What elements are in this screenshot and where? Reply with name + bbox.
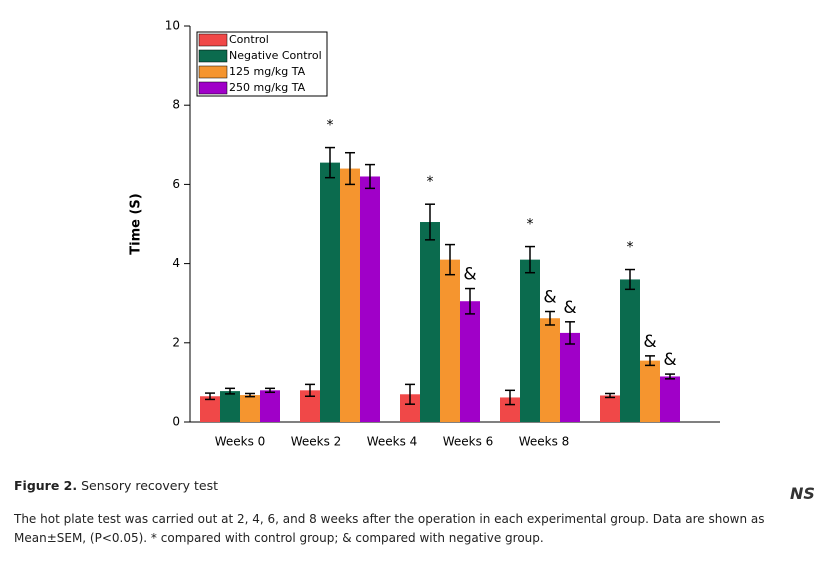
- annotation: *: [327, 118, 334, 134]
- bar: [660, 376, 680, 422]
- bar: [600, 395, 620, 422]
- bar: [560, 332, 580, 422]
- bar: [400, 394, 420, 422]
- bar: [520, 259, 540, 422]
- annotation: &: [643, 332, 656, 352]
- error-bar: [425, 203, 435, 241]
- bar: [220, 391, 240, 422]
- error-bar: [565, 321, 575, 345]
- logo: NS: [790, 484, 815, 503]
- error-bar: [625, 268, 635, 291]
- y-tick-label: 4: [172, 256, 180, 270]
- error-bar: [465, 287, 475, 315]
- legend-label: Control: [229, 33, 269, 46]
- bar: [240, 395, 260, 422]
- bar: [440, 259, 460, 422]
- legend-label: Negative Control: [229, 49, 322, 62]
- error-bar: [605, 392, 615, 399]
- annotation: &: [663, 350, 676, 370]
- y-axis-label: Time (S): [129, 193, 144, 254]
- y-tick-label: 8: [172, 98, 180, 112]
- error-bar: [205, 392, 215, 401]
- y-tick-label: 2: [172, 335, 180, 349]
- legend-swatch: [198, 49, 228, 63]
- bar: [320, 162, 340, 422]
- caption: Figure 2. Sensory recovery test: [14, 478, 218, 493]
- annotation: *: [427, 174, 434, 190]
- error-bar: [525, 245, 535, 274]
- bar: [200, 396, 220, 422]
- bar: [420, 222, 440, 422]
- caption-label: Figure 2.: [14, 478, 78, 493]
- error-bar: [345, 151, 355, 186]
- bar: [260, 390, 280, 422]
- error-bar: [645, 355, 655, 367]
- bar: [340, 168, 360, 422]
- x-tick-label: Weeks 2: [291, 435, 342, 449]
- error-bar: [365, 163, 375, 190]
- legend-swatch: [198, 81, 228, 95]
- caption-text: The hot plate test was carried out at 2,…: [14, 512, 765, 545]
- legend-label: 250 mg/kg TA: [229, 81, 306, 94]
- annotation: *: [627, 240, 634, 256]
- bar: [360, 176, 380, 422]
- bar: [460, 301, 480, 422]
- error-bar: [225, 387, 235, 395]
- error-bar: [545, 310, 555, 326]
- legend-swatch: [198, 65, 228, 79]
- x-tick-label: Weeks 4: [367, 435, 418, 449]
- error-bar: [665, 373, 675, 380]
- annotation: *: [527, 217, 534, 233]
- y-tick-label: 6: [172, 177, 180, 191]
- bar: [640, 360, 660, 422]
- y-tick-label: 10: [165, 19, 180, 33]
- error-bar: [245, 392, 255, 398]
- x-tick-label: Weeks 0: [215, 435, 266, 449]
- chart: Time (S) 0 2 4 6 8 10 Weeks 0 Weeks 2 Weeks 4 Wee…: [129, 19, 720, 449]
- annotation: &: [463, 265, 476, 285]
- x-tick-label: Weeks 8: [519, 435, 570, 449]
- legend-label: 125 mg/kg TA: [229, 65, 306, 78]
- bar: [300, 390, 320, 422]
- error-bar: [265, 387, 275, 394]
- y-tick-label: 0: [172, 415, 180, 429]
- error-bar: [325, 146, 335, 179]
- annotation: &: [563, 298, 576, 318]
- legend-swatch: [198, 33, 228, 47]
- x-tick-label: Weeks 6: [443, 435, 494, 449]
- error-bar: [305, 383, 315, 398]
- error-bar: [445, 243, 455, 276]
- caption-title: Sensory recovery test: [81, 478, 219, 493]
- bar: [500, 397, 520, 422]
- error-bar: [405, 383, 415, 405]
- bar: [620, 279, 640, 422]
- annotation: &: [543, 288, 556, 308]
- bar: [540, 318, 560, 422]
- error-bar: [505, 389, 515, 406]
